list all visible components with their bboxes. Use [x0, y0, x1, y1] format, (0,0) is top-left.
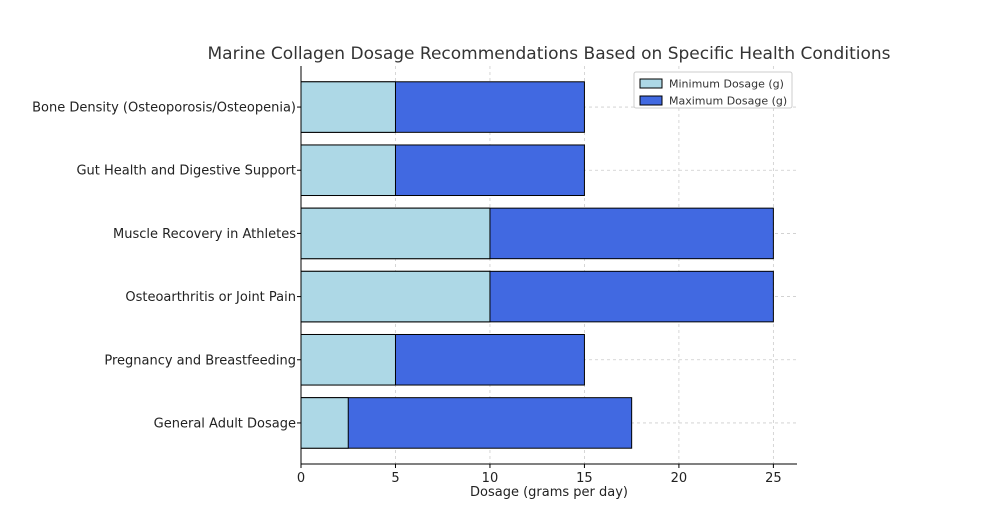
x-axis-title: Dosage (grams per day) — [470, 485, 628, 500]
x-tick-label-3: 15 — [576, 471, 593, 486]
category-label-5: General Adult Dosage — [154, 416, 296, 431]
bar-maximum-5 — [300, 397, 633, 449]
legend-label-1: Maximum Dosage (g) — [669, 95, 787, 108]
bar-minimum-1 — [300, 144, 396, 197]
chart-title: Marine Collagen Dosage Recommendations B… — [207, 44, 890, 64]
legend-label-0: Minimum Dosage (g) — [669, 78, 784, 91]
bar-minimum-0 — [300, 81, 396, 133]
legend-box — [633, 71, 793, 109]
bar-minimum-2 — [300, 207, 491, 260]
bar-minimum-3 — [300, 270, 491, 323]
x-tick-label-2: 10 — [482, 471, 499, 486]
bar-minimum-5 — [300, 397, 349, 449]
x-tick-label-5: 25 — [765, 471, 782, 486]
legend-swatch-0 — [639, 78, 663, 89]
category-label-2: Muscle Recovery in Athletes — [113, 227, 296, 242]
x-tick-label-1: 5 — [391, 471, 399, 486]
category-label-1: Gut Health and Digestive Support — [76, 164, 296, 179]
legend-swatch-1 — [639, 95, 663, 106]
axes-layer — [297, 66, 797, 468]
category-label-3: Osteoarthritis or Joint Pain — [125, 290, 296, 305]
category-label-4: Pregnancy and Breastfeeding — [104, 353, 296, 368]
category-label-0: Bone Density (Osteoporosis/Osteopenia) — [32, 101, 296, 116]
bars-layer — [300, 81, 774, 449]
bar-minimum-4 — [300, 333, 396, 386]
x-tick-label-0: 0 — [297, 471, 305, 486]
legend: Minimum Dosage (g) Maximum Dosage (g) — [633, 71, 793, 109]
labels-layer: 0 5 10 15 20 25 Bone Density (Osteoporosis/Ost… — [32, 101, 782, 486]
x-tick-label-4: 20 — [671, 471, 688, 486]
